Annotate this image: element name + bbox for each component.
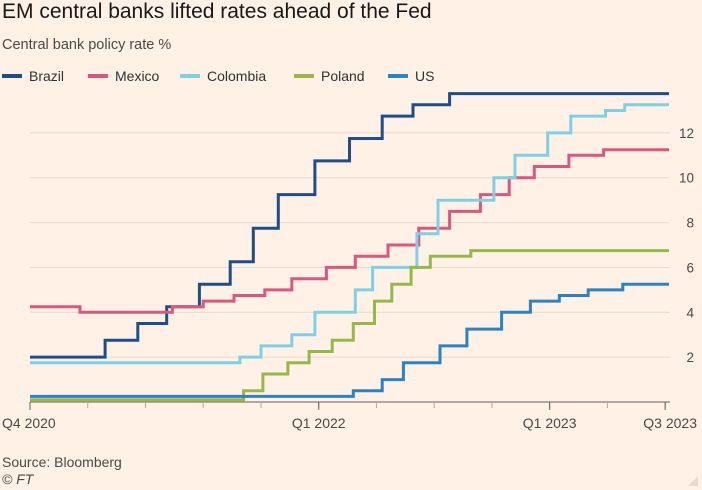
legend-swatch xyxy=(2,74,22,78)
x-tick-label: Q1 2022 xyxy=(292,415,346,431)
legend-label: Colombia xyxy=(207,68,267,84)
resize-corner-icon xyxy=(688,476,698,486)
series-line-poland xyxy=(30,249,669,402)
source-note: Source: Bloomberg xyxy=(2,454,122,470)
y-tick-label: 10 xyxy=(679,171,694,186)
y-tick-label: 8 xyxy=(686,216,694,231)
y-tick-label: 12 xyxy=(679,126,694,141)
legend-item-mexico: Mexico xyxy=(88,66,159,86)
legend-label: Brazil xyxy=(29,68,65,84)
legend-swatch xyxy=(388,74,408,78)
y-tick-label: 2 xyxy=(686,350,694,365)
legend-item-poland: Poland xyxy=(294,66,365,86)
series-line-us xyxy=(30,282,669,398)
legend-swatch xyxy=(88,74,108,78)
y-tick-label: 6 xyxy=(686,260,694,275)
legend-label: Mexico xyxy=(115,68,160,84)
legend-label: Poland xyxy=(321,68,365,84)
chart-subtitle: Central bank policy rate % xyxy=(2,37,172,53)
series-line-colombia xyxy=(30,103,669,365)
x-tick-label: Q3 2023 xyxy=(643,415,697,431)
series-line-brazil xyxy=(30,92,669,359)
legend-item-us: US xyxy=(388,66,434,86)
legend-label: US xyxy=(415,68,435,84)
chart-title: EM central banks lifted rates ahead of t… xyxy=(2,0,432,23)
legend-item-brazil: Brazil xyxy=(2,66,64,86)
legend: Brazil Mexico Colombia Poland US xyxy=(2,66,692,86)
ft-credit: © FT xyxy=(2,471,34,487)
chart-area: 2 4 6 8 10 12 Q4 2020 Q1 2022 Q1 2023 Q3 2023 xyxy=(2,92,697,431)
series-line-mexico xyxy=(30,148,669,314)
legend-item-colombia: Colombia xyxy=(180,66,266,86)
legend-swatch xyxy=(294,74,314,78)
x-tick-label: Q1 2023 xyxy=(523,415,577,431)
x-tick-label: Q4 2020 xyxy=(2,415,56,431)
legend-swatch xyxy=(180,74,200,78)
y-tick-label: 4 xyxy=(686,305,694,320)
